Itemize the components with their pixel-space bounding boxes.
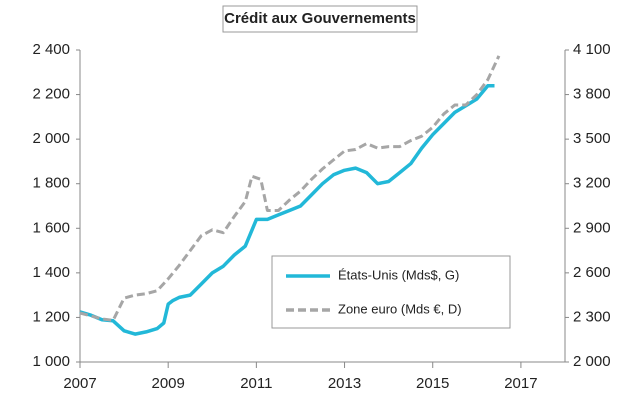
y-tick-label: 1 000 — [32, 353, 70, 370]
x-tick-label: 2007 — [63, 375, 96, 392]
y-tick-label: 1 800 — [32, 175, 70, 192]
x-tick-label: 2013 — [328, 375, 361, 392]
y-tick-label: 1 400 — [32, 264, 70, 281]
y-tick-label: 1 600 — [32, 219, 70, 236]
x-tick-label: 2011 — [240, 375, 272, 392]
y-tick-label: 2 200 — [32, 86, 70, 103]
title-box — [222, 5, 418, 33]
y-tick-label: 2 000 — [32, 130, 70, 147]
y-tick-label: 2 400 — [32, 41, 70, 58]
legend — [271, 255, 511, 329]
y2-tick-label: 2 300 — [573, 308, 611, 325]
y2-tick-label: 3 800 — [573, 86, 611, 103]
y2-tick-label: 2 000 — [573, 353, 611, 370]
y2-tick-label: 2 600 — [573, 264, 611, 281]
y2-tick-label: 3 500 — [573, 130, 611, 147]
x-tick-label: 2015 — [416, 375, 449, 392]
series-line — [79, 55, 501, 322]
y2-tick-label: 4 100 — [573, 41, 611, 58]
y2-tick-label: 3 200 — [573, 175, 611, 192]
series-line — [79, 83, 495, 336]
x-tick-label: 2009 — [151, 375, 184, 392]
chart-title: Crédit aux Gouvernements — [224, 10, 416, 27]
x-tick-label: 2017 — [504, 375, 537, 392]
legend-label: Zone euro (Mds €, D) — [338, 301, 462, 316]
y-tick-label: 1 200 — [32, 308, 70, 325]
legend-label: États-Unis (Mds$, G) — [338, 267, 459, 282]
y2-tick-label: 2 900 — [573, 219, 611, 236]
